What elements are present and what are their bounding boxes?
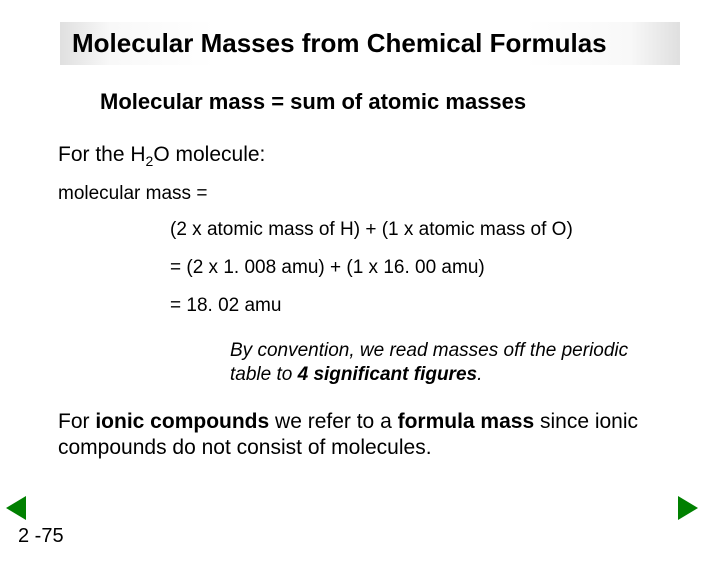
subtitle: Molecular mass = sum of atomic masses	[100, 89, 720, 115]
arrow-right-icon	[678, 496, 698, 520]
prev-slide-button[interactable]	[6, 496, 26, 520]
text: we refer to a	[269, 410, 397, 433]
sig-figs: 4 significant figures	[298, 364, 477, 385]
slide-title: Molecular Masses from Chemical Formulas	[60, 22, 680, 65]
example-molecule-line: For the H2O molecule:	[58, 143, 720, 169]
arrow-left-icon	[6, 496, 26, 520]
calc-result: = 18. 02 amu	[170, 295, 720, 317]
term-ionic-compounds: ionic compounds	[95, 410, 269, 433]
text: For the H	[58, 143, 146, 166]
text: O molecule:	[153, 143, 265, 166]
term-formula-mass: formula mass	[398, 410, 535, 433]
text: .	[477, 364, 482, 385]
calc-substitution: = (2 x 1. 008 amu) + (1 x 16. 00 amu)	[170, 257, 720, 279]
convention-note: By convention, we read masses off the pe…	[230, 339, 660, 387]
page-number: 2 -75	[18, 525, 64, 548]
calc-expression: (2 x atomic mass of H) + (1 x atomic mas…	[170, 219, 720, 241]
ionic-paragraph: For ionic compounds we refer to a formul…	[58, 409, 660, 462]
molecular-mass-label: molecular mass =	[58, 183, 720, 205]
text: For	[58, 410, 95, 433]
next-slide-button[interactable]	[678, 496, 698, 520]
